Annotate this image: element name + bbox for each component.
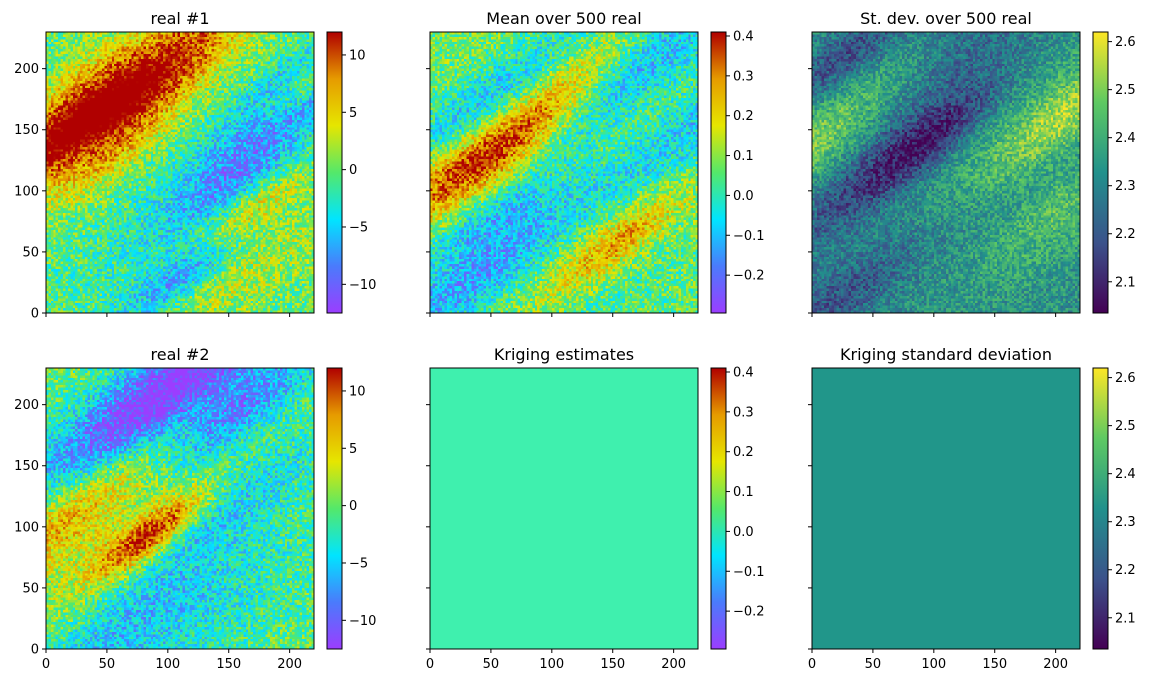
x-tick-label: 100 — [155, 657, 180, 672]
heatmap-image — [812, 32, 1080, 313]
colorbar-tick-label: 2.6 — [1115, 371, 1136, 386]
axes-frame — [429, 367, 699, 650]
colorbar-tick-label: 2.6 — [1115, 35, 1136, 50]
colorbar-tick-label: 0.4 — [733, 29, 754, 44]
x-tick-label: 200 — [1043, 657, 1068, 672]
subplot-2: Mean over 500 real −0.2 −0.1 0.0 0.1 0.2 0.3 0.… — [426, 9, 765, 317]
colorbar-tick-label: 0 — [349, 163, 357, 178]
colorbar — [1092, 31, 1109, 314]
x-tick-label: 200 — [277, 657, 302, 672]
colorbar-tick-label: 0.3 — [733, 69, 754, 84]
heatmap-image — [46, 368, 314, 649]
colorbar — [710, 367, 727, 650]
colorbar-tick-label: 10 — [349, 384, 366, 399]
x-tick-label: 50 — [483, 657, 500, 672]
colorbar-tick-label: 0.2 — [733, 445, 754, 460]
x-tick-label: 0 — [808, 657, 816, 672]
subplot-title: St. dev. over 500 real — [860, 9, 1032, 28]
y-tick-label: 200 — [14, 62, 39, 77]
colorbar-tick-label: 0.1 — [733, 485, 754, 500]
axes-frame — [45, 367, 315, 650]
subplot-3: St. dev. over 500 real 2.1 2.2 2.3 2.4 2.5 2.6 — [808, 9, 1136, 317]
x-tick-label: 0 — [42, 657, 50, 672]
y-tick-label: 100 — [14, 184, 39, 199]
y-tick-label: 50 — [22, 581, 39, 596]
subplot-4: real #2 0 50 100 150 200 0 50 100 150 200 −10 −5 0 5 10 — [14, 345, 376, 672]
y-tick-label: 150 — [14, 459, 39, 474]
colorbar-tick-label: 2.5 — [1115, 419, 1136, 434]
heatmap-image — [46, 32, 314, 313]
colorbar-tick-label: −5 — [349, 556, 368, 571]
y-tick-label: 200 — [14, 398, 39, 413]
x-tick-label: 50 — [865, 657, 882, 672]
axes-frame — [45, 31, 315, 314]
colorbar-tick-label: −0.1 — [733, 565, 765, 580]
heatmap-image — [430, 368, 698, 649]
colorbar-tick-label: 0.4 — [733, 365, 754, 380]
colorbar-tick-label: 0.0 — [733, 189, 754, 204]
colorbar-tick-label: −0.1 — [733, 229, 765, 244]
subplot-5: Kriging estimates 0 50 100 150 200 −0.2 −0.1 0.0… — [426, 345, 765, 672]
colorbar-tick-label: −5 — [349, 220, 368, 235]
y-tick-label: 0 — [31, 307, 39, 322]
colorbar-tick-label: 10 — [349, 48, 366, 63]
colorbar-tick-label: 0.3 — [733, 405, 754, 420]
x-tick-label: 200 — [661, 657, 686, 672]
colorbar-tick-label: −10 — [349, 614, 376, 629]
y-tick-label: 0 — [31, 643, 39, 658]
heatmap-image — [430, 32, 698, 313]
y-tick-label: 50 — [22, 245, 39, 260]
colorbar-tick-label: 2.1 — [1115, 275, 1136, 290]
colorbar-tick-label: 0.0 — [733, 525, 754, 540]
y-tick-label: 100 — [14, 520, 39, 535]
axes-frame — [811, 367, 1081, 650]
axes-frame — [429, 31, 699, 314]
colorbar-tick-label: 0 — [349, 499, 357, 514]
x-tick-label: 100 — [921, 657, 946, 672]
colorbar-tick-label: 2.2 — [1115, 563, 1136, 578]
colorbar-tick-label: 2.2 — [1115, 227, 1136, 242]
colorbar-tick-label: 2.4 — [1115, 131, 1136, 146]
subplot-1: real #1 0 50 100 150 200 −10 −5 0 5 10 — [14, 9, 376, 322]
y-tick-label: 150 — [14, 123, 39, 138]
colorbar — [326, 31, 343, 314]
colorbar — [710, 31, 727, 314]
colorbar-tick-label: −0.2 — [733, 605, 765, 620]
x-tick-label: 150 — [600, 657, 625, 672]
x-tick-label: 100 — [539, 657, 564, 672]
colorbar-tick-label: 0.2 — [733, 109, 754, 124]
colorbar-tick-label: −0.2 — [733, 269, 765, 284]
x-tick-label: 150 — [216, 657, 241, 672]
colorbar — [1092, 367, 1109, 650]
heatmap-image — [812, 368, 1080, 649]
subplot-title: Kriging estimates — [494, 345, 634, 364]
colorbar-tick-label: 0.1 — [733, 149, 754, 164]
subplot-title: real #1 — [151, 9, 210, 28]
subplot-6: Kriging standard deviation 0 50 100 150 200 2.… — [808, 345, 1136, 672]
colorbar-tick-label: 2.5 — [1115, 83, 1136, 98]
colorbar-tick-label: 5 — [349, 442, 357, 457]
colorbar — [326, 367, 343, 650]
subplot-title: Mean over 500 real — [486, 9, 641, 28]
x-tick-label: 150 — [982, 657, 1007, 672]
colorbar-tick-label: 5 — [349, 106, 357, 121]
subplot-title: Kriging standard deviation — [840, 345, 1052, 364]
x-tick-label: 0 — [426, 657, 434, 672]
colorbar-tick-label: 2.4 — [1115, 467, 1136, 482]
axes-frame — [811, 31, 1081, 314]
colorbar-tick-label: 2.1 — [1115, 611, 1136, 626]
subplot-title: real #2 — [151, 345, 210, 364]
colorbar-tick-label: 2.3 — [1115, 179, 1136, 194]
colorbar-tick-label: 2.3 — [1115, 515, 1136, 530]
x-tick-label: 50 — [99, 657, 116, 672]
colorbar-tick-label: −10 — [349, 278, 376, 293]
